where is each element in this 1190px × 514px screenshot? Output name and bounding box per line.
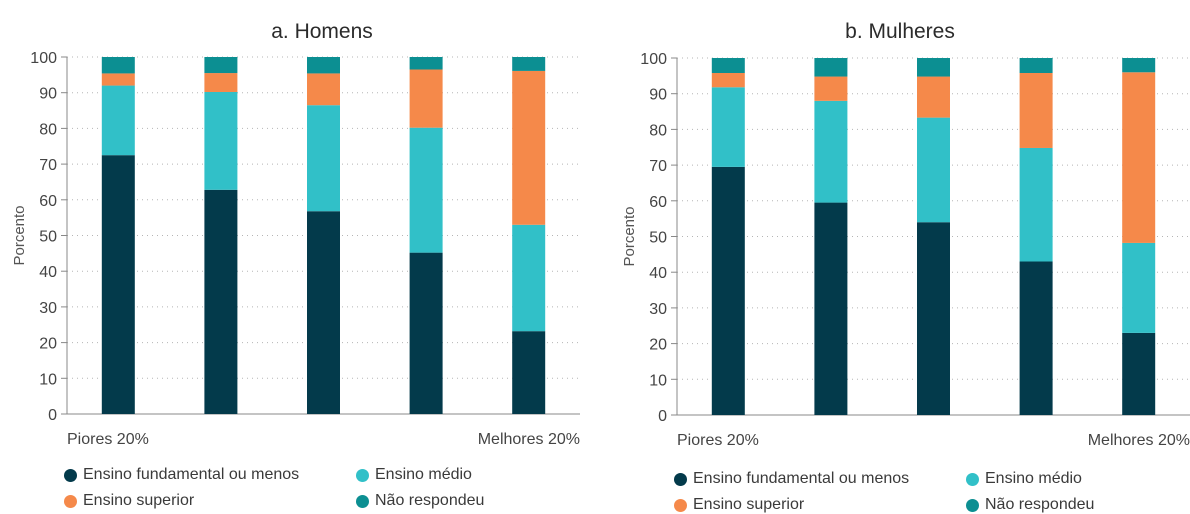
legend-label-medio: Ensino médio xyxy=(985,470,1082,487)
bar-segment-nao-respondeu xyxy=(512,57,546,71)
y-tick-label: 90 xyxy=(39,86,57,103)
y-tick-label: 0 xyxy=(48,407,57,424)
legend-swatch-fundamental xyxy=(674,472,687,486)
legend-swatch-medio xyxy=(966,472,979,486)
bar-segment-nao-respondeu xyxy=(814,58,848,77)
bar-segment-medio xyxy=(917,117,950,223)
bar-segment-nao-respondeu xyxy=(711,58,745,73)
bar-segment-nao-respondeu xyxy=(917,58,950,77)
y-axis-label: Porcento xyxy=(11,205,28,265)
x-label-right: Melhores 20% xyxy=(1088,432,1190,449)
legend-swatch-superior xyxy=(674,498,687,512)
bar-segment-medio xyxy=(307,105,340,212)
y-tick-label: 60 xyxy=(39,193,57,210)
bar-segment-medio xyxy=(204,91,238,190)
bar-segment-superior xyxy=(409,69,443,128)
bar-segment-medio xyxy=(1019,147,1053,262)
bar-segment-fundamental xyxy=(307,211,340,414)
bar-segment-nao-respondeu xyxy=(101,57,135,74)
legend-swatch-fundamental xyxy=(64,468,77,482)
y-tick-label: 10 xyxy=(649,372,667,389)
y-tick-label: 0 xyxy=(658,408,667,425)
bar-segment-superior xyxy=(204,73,238,92)
chart-title: a. Homens xyxy=(271,20,373,43)
chart-panel-women: b. Mulheres Porcento 0 10 20 30 40 50 60 70 80 90 10… xyxy=(610,0,1190,514)
legend-swatch-nao-respondeu xyxy=(966,498,979,512)
x-label-right: Melhores 20% xyxy=(478,431,580,448)
bar-segment-nao-respondeu xyxy=(1019,58,1053,73)
bar-segment-medio xyxy=(814,100,848,203)
bar-segment-fundamental xyxy=(814,202,848,415)
y-tick-label: 80 xyxy=(39,121,57,138)
bar-segment-fundamental xyxy=(101,155,135,415)
chart-women: b. Mulheres Porcento 0 10 20 30 40 50 60 70 80 90 10… xyxy=(621,20,1190,449)
y-tick-label: 50 xyxy=(649,230,667,247)
y-tick-label: 30 xyxy=(39,300,57,317)
bar-segment-fundamental xyxy=(1019,261,1053,415)
bar-segment-nao-respondeu xyxy=(307,57,340,74)
y-tick-label: 60 xyxy=(649,194,667,211)
x-label-left: Piores 20% xyxy=(67,431,149,448)
bar-segment-fundamental xyxy=(711,166,745,415)
chart-panel-men: a. Homens Porcento 0 10 20 30 40 50 60 70 80 90 100 P… xyxy=(0,0,595,512)
bar-segment-fundamental xyxy=(512,331,546,414)
legend-label-medio: Ensino médio xyxy=(375,466,472,483)
y-tick-label: 20 xyxy=(649,337,667,354)
bar-segment-medio xyxy=(101,85,135,156)
bar-segment-medio xyxy=(711,87,745,167)
legend-item-fundamental: Ensino fundamental ou menos xyxy=(64,466,299,484)
bar-segment-fundamental xyxy=(917,222,950,415)
x-label-left: Piores 20% xyxy=(677,432,759,449)
legend-item-nao-respondeu: Não respondeu xyxy=(356,492,484,510)
bar-segment-superior xyxy=(101,73,135,86)
legend-label-fundamental: Ensino fundamental ou menos xyxy=(83,466,300,483)
y-tick-label: 30 xyxy=(649,301,667,318)
legend-label-fundamental: Ensino fundamental ou menos xyxy=(693,470,910,487)
legend-label-superior: Ensino superior xyxy=(693,496,805,513)
legend-item-superior: Ensino superior xyxy=(64,492,194,510)
y-tick-label: 40 xyxy=(649,265,667,282)
legend-label-nao-respondeu: Não respondeu xyxy=(375,492,485,509)
chart-men: a. Homens Porcento 0 10 20 30 40 50 60 70 80 90 100 P… xyxy=(11,20,580,448)
legend-item-fundamental: Ensino fundamental ou menos xyxy=(674,470,909,488)
legend-item-medio: Ensino médio xyxy=(356,466,472,484)
legend-swatch-nao-respondeu xyxy=(356,494,369,508)
bar-segment-nao-respondeu xyxy=(1122,58,1156,73)
bar-segment-nao-respondeu xyxy=(204,57,238,74)
y-tick-label: 70 xyxy=(649,158,667,175)
y-tick-label: 90 xyxy=(649,87,667,104)
chart-title: b. Mulheres xyxy=(845,20,955,43)
bar-segment-medio xyxy=(1122,242,1156,333)
legend-item-superior: Ensino superior xyxy=(674,496,804,514)
legend-item-medio: Ensino médio xyxy=(966,470,1082,488)
legend-swatch-superior xyxy=(64,494,77,508)
bar-segment-medio xyxy=(512,224,546,332)
bar-segment-fundamental xyxy=(1122,332,1156,415)
bar-segment-superior xyxy=(814,76,848,101)
y-tick-label: 20 xyxy=(39,336,57,353)
bar-segment-superior xyxy=(512,70,546,225)
y-tick-label: 80 xyxy=(649,122,667,139)
legend-item-nao-respondeu: Não respondeu xyxy=(966,496,1094,514)
bar-segment-superior xyxy=(1019,72,1053,148)
bar-segment-fundamental xyxy=(409,252,443,414)
legend-label-superior: Ensino superior xyxy=(83,492,195,509)
y-axis-label: Porcento xyxy=(621,206,638,266)
y-tick-label: 70 xyxy=(39,157,57,174)
y-tick-label: 100 xyxy=(640,51,667,68)
bar-segment-superior xyxy=(711,72,745,88)
bar-segment-nao-respondeu xyxy=(409,57,443,70)
y-tick-label: 10 xyxy=(39,371,57,388)
bar-segment-superior xyxy=(307,73,340,106)
y-tick-label: 50 xyxy=(39,229,57,246)
bar-segment-fundamental xyxy=(204,189,238,414)
legend-swatch-medio xyxy=(356,468,369,482)
y-tick-label: 40 xyxy=(39,264,57,281)
y-tick-label: 100 xyxy=(30,50,57,67)
legend-label-nao-respondeu: Não respondeu xyxy=(985,496,1095,513)
bar-segment-superior xyxy=(917,76,950,118)
bar-segment-medio xyxy=(409,127,443,253)
bar-segment-superior xyxy=(1122,72,1156,243)
